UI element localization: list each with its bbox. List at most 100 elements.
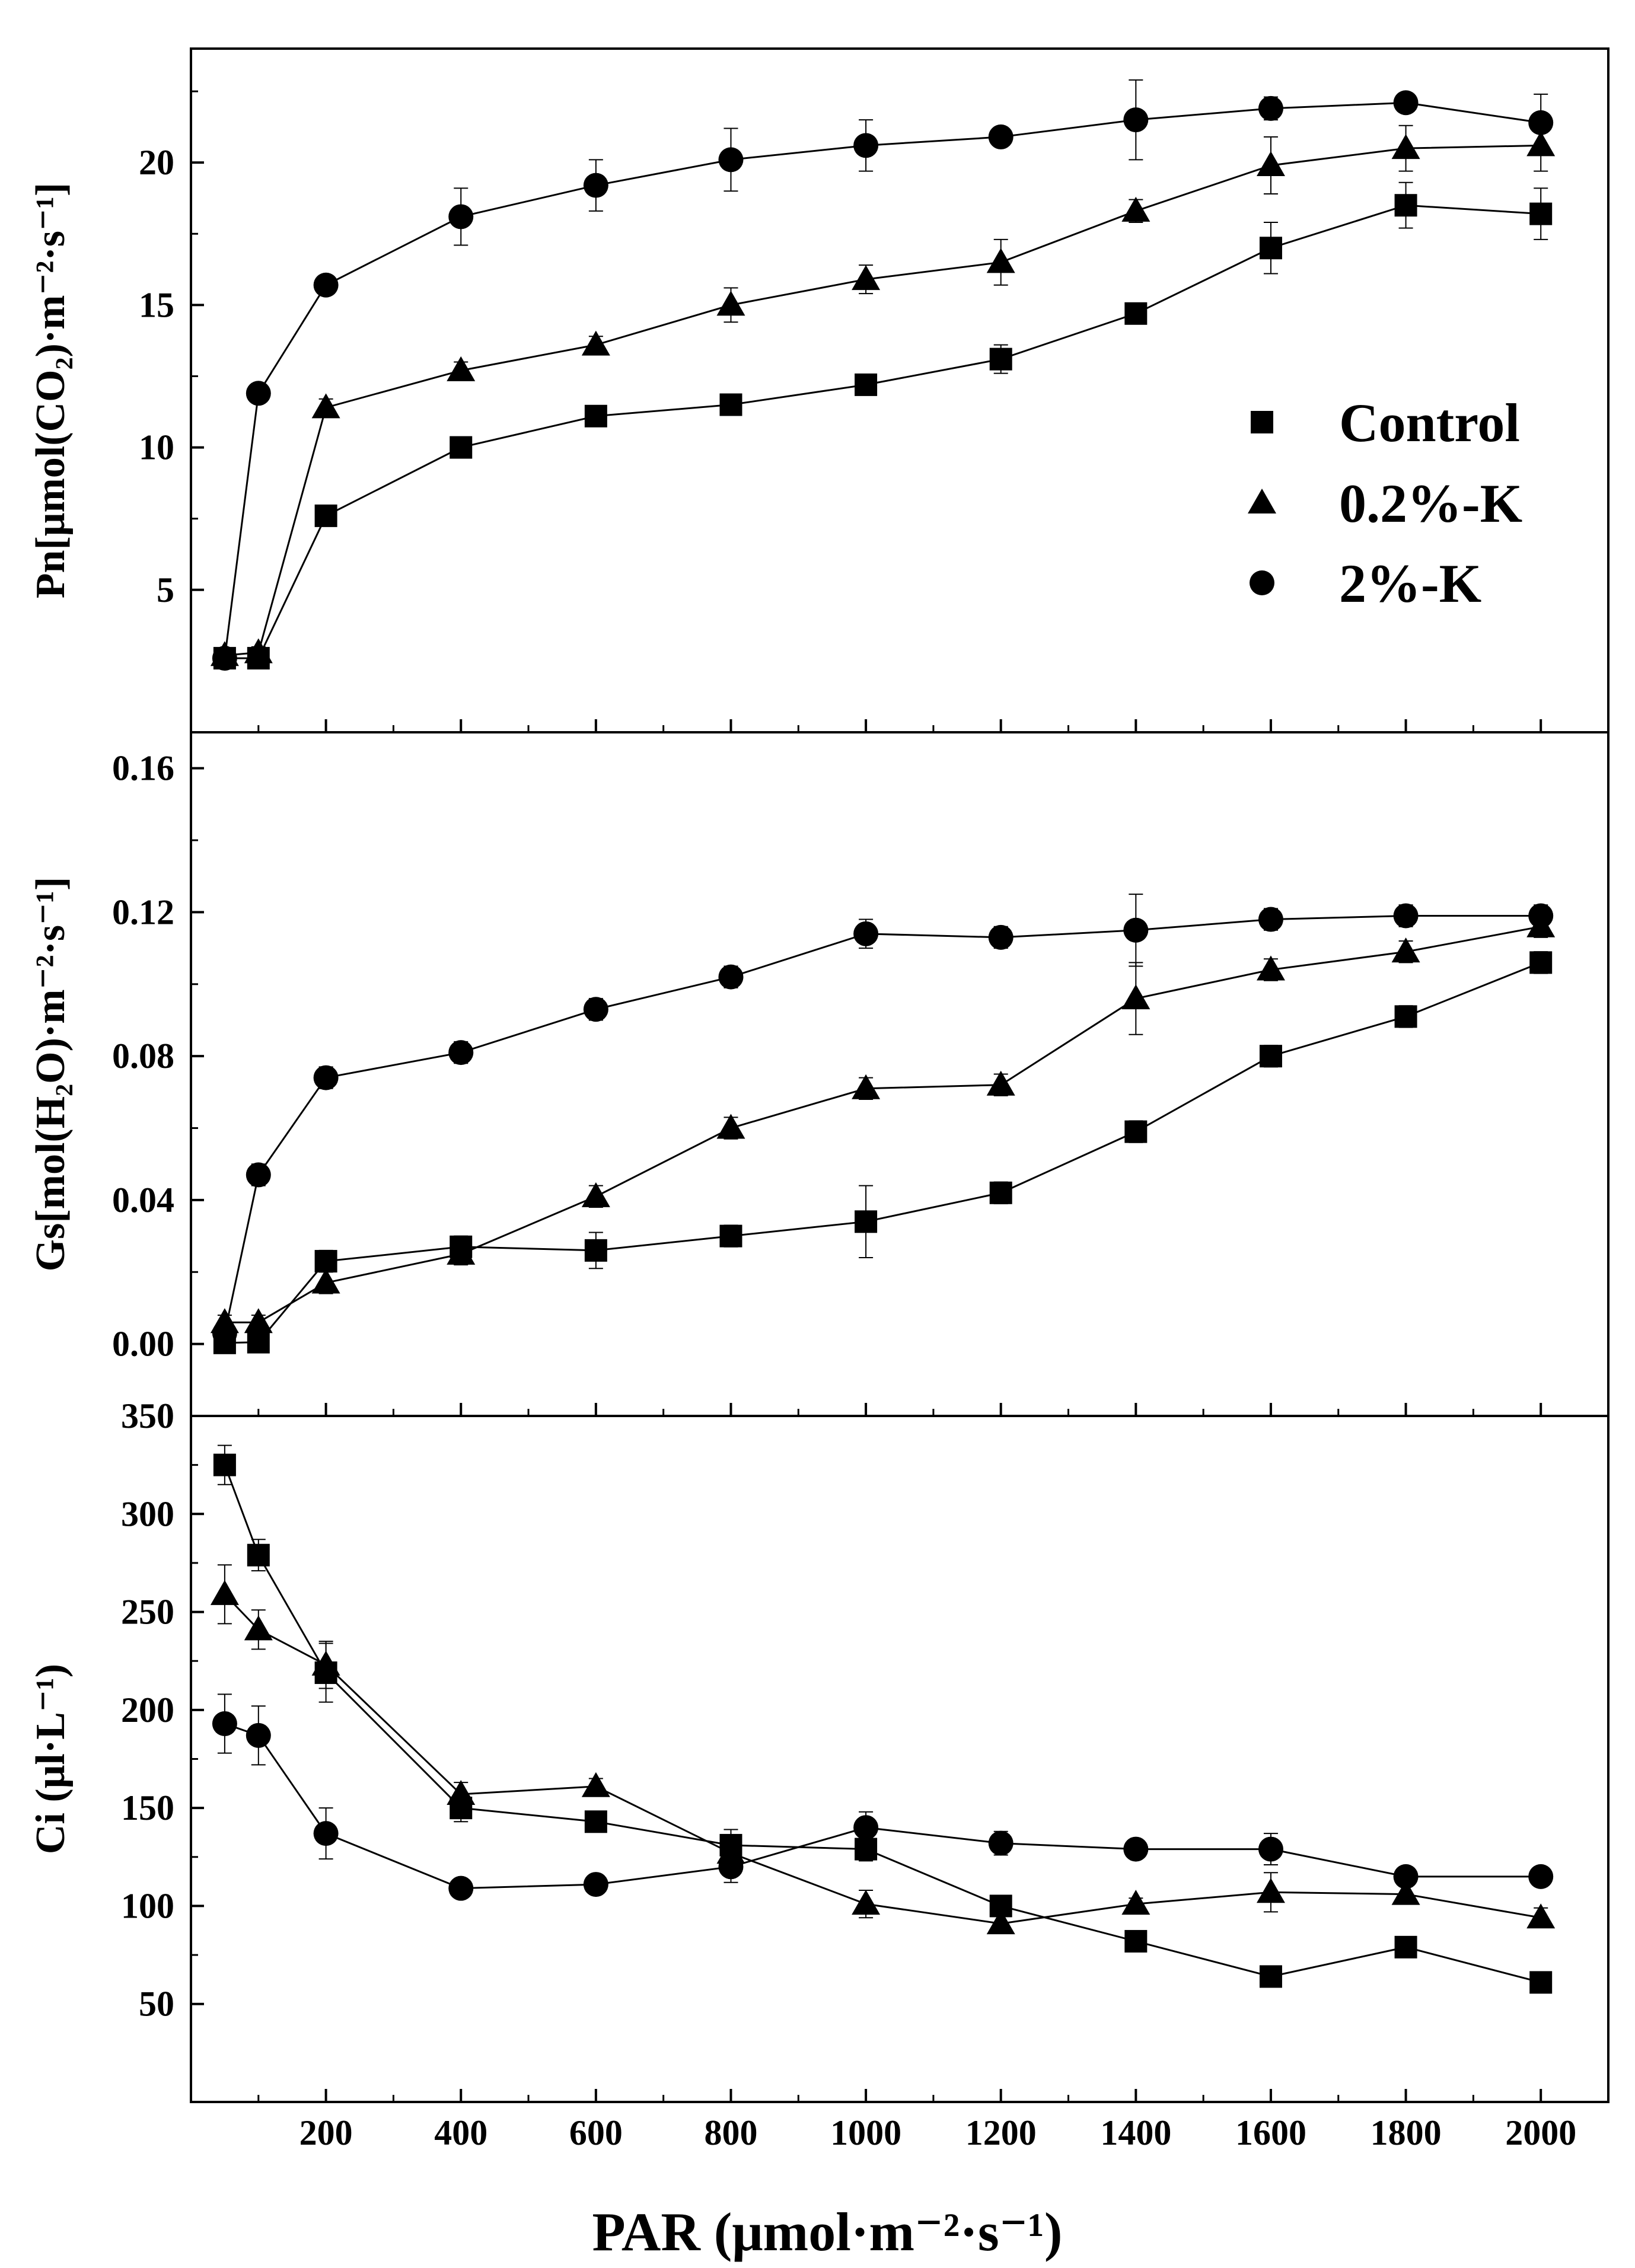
- data-point: [447, 356, 476, 381]
- data-point: [716, 1114, 745, 1139]
- data-point: [448, 1040, 474, 1066]
- data-point: [853, 133, 879, 158]
- data-point: [718, 1854, 744, 1880]
- data-point: [212, 646, 237, 671]
- data-point: [212, 1320, 237, 1346]
- series-square: [213, 1444, 1553, 1994]
- series-line: [224, 144, 1541, 656]
- data-point: [447, 1239, 476, 1265]
- data-point: [1124, 1120, 1148, 1143]
- data-point: [1124, 1929, 1148, 1953]
- data-point: [1391, 134, 1420, 160]
- data-point: [244, 638, 273, 664]
- y-tick-label: 0.00: [112, 1325, 174, 1364]
- data-point: [986, 248, 1015, 273]
- legend-label: 0.2%-K: [1339, 473, 1522, 534]
- legend-entry: 0.2%-K: [1248, 473, 1522, 534]
- data-point: [313, 1065, 339, 1090]
- series-circle: [212, 1693, 1554, 1901]
- data-point: [1529, 202, 1553, 225]
- data-point: [719, 1224, 742, 1248]
- y-tick-label: 350: [121, 1396, 174, 1436]
- series-line: [224, 1722, 1541, 1890]
- data-point: [1529, 951, 1553, 974]
- data-point: [314, 504, 337, 527]
- data-point: [1123, 917, 1149, 943]
- data-point: [212, 1711, 237, 1736]
- x-axis: 200 400 600 800 1000 1200 1400 1600 1800 2000: [299, 2113, 1577, 2152]
- y-tick-label: 100: [121, 1886, 174, 1925]
- data-point: [719, 393, 742, 416]
- data-point: [448, 1875, 474, 1901]
- data-point: [583, 997, 608, 1022]
- data-point: [1121, 196, 1150, 222]
- legend-label: 2%-K: [1339, 553, 1481, 614]
- data-point: [1393, 90, 1419, 116]
- data-point: [1259, 237, 1282, 260]
- y-axis-title-gs: Gs[mol(H₂O)·m⁻²·s⁻¹]: [28, 877, 74, 1272]
- y-tick-label: 250: [121, 1593, 174, 1632]
- x-tick-label: 1000: [830, 2113, 901, 2152]
- y-tick-label: 15: [139, 285, 174, 324]
- data-point: [852, 265, 881, 291]
- data-point: [1121, 984, 1150, 1010]
- y-axis-title-pn: Pn[μmol(CO₂)·m⁻²·s⁻¹]: [28, 183, 74, 598]
- y-tick-label: 0.12: [112, 892, 174, 932]
- y-tick-label: 50: [139, 1985, 174, 2024]
- data-point: [1123, 107, 1149, 133]
- data-point: [1391, 1880, 1420, 1905]
- panel-gs: 0.00 0.04 0.08 0.12 0.16 Gs[mol(H₂O)·m⁻²·s⁻¹]: [28, 731, 1609, 1417]
- data-point: [1256, 1878, 1285, 1903]
- data-point: [852, 1890, 881, 1915]
- y-axis-title-ci: Ci (μl·L⁻¹): [28, 1664, 74, 1854]
- x-axis-title: PAR (μmol·m⁻²·s⁻¹): [592, 2202, 1063, 2262]
- data-point: [581, 330, 610, 356]
- series-square: [213, 951, 1553, 1354]
- series-line: [224, 204, 1541, 659]
- data-point: [210, 1580, 239, 1605]
- data-point: [581, 1182, 610, 1207]
- data-point: [1394, 194, 1417, 217]
- x-tick-label: 1800: [1371, 2113, 1442, 2152]
- series-line: [224, 101, 1541, 659]
- data-point: [247, 1543, 270, 1567]
- x-tick-label: 1600: [1235, 2113, 1306, 2152]
- data-point: [213, 1453, 236, 1476]
- series-circle: [212, 79, 1554, 671]
- data-point: [244, 1615, 273, 1641]
- chart-panels: 5 10 15 20 Pn[μmol(CO₂)·m⁻²·s⁻¹] 0.00 0.04 0.08…: [28, 47, 1609, 2103]
- data-point: [311, 1650, 340, 1676]
- data-point: [311, 1268, 340, 1294]
- data-point: [584, 1810, 607, 1833]
- data-point: [855, 1210, 878, 1233]
- series-triangle: [210, 912, 1556, 1334]
- panel-pn: 5 10 15 20 Pn[μmol(CO₂)·m⁻²·s⁻¹]: [28, 47, 1609, 733]
- y-tick-label: 20: [139, 143, 174, 182]
- x-tick-label: 200: [299, 2113, 353, 2152]
- x-tick-label: 800: [704, 2113, 757, 2152]
- data-point: [448, 204, 474, 229]
- data-point: [584, 1239, 607, 1262]
- data-point: [583, 1872, 608, 1897]
- y-tick-label: 200: [121, 1690, 174, 1730]
- x-tick-label: 2000: [1505, 2113, 1576, 2152]
- data-point: [1528, 110, 1554, 135]
- data-point: [1394, 1005, 1417, 1028]
- series-triangle: [210, 119, 1556, 666]
- data-point: [988, 924, 1013, 950]
- data-point: [450, 436, 473, 459]
- data-point: [246, 1162, 271, 1188]
- data-point: [1394, 1935, 1417, 1958]
- x-tick-label: 600: [569, 2113, 623, 2152]
- data-point: [718, 147, 744, 173]
- data-point: [583, 173, 608, 198]
- data-point: [244, 1308, 273, 1334]
- data-point: [246, 1722, 271, 1748]
- series-line: [224, 926, 1541, 1323]
- series-triangle: [210, 1564, 1556, 1935]
- data-point: [989, 1181, 1012, 1204]
- data-point: [718, 964, 744, 990]
- data-point: [1258, 1836, 1283, 1862]
- y-tick-label: 150: [121, 1788, 174, 1827]
- data-point: [313, 272, 339, 298]
